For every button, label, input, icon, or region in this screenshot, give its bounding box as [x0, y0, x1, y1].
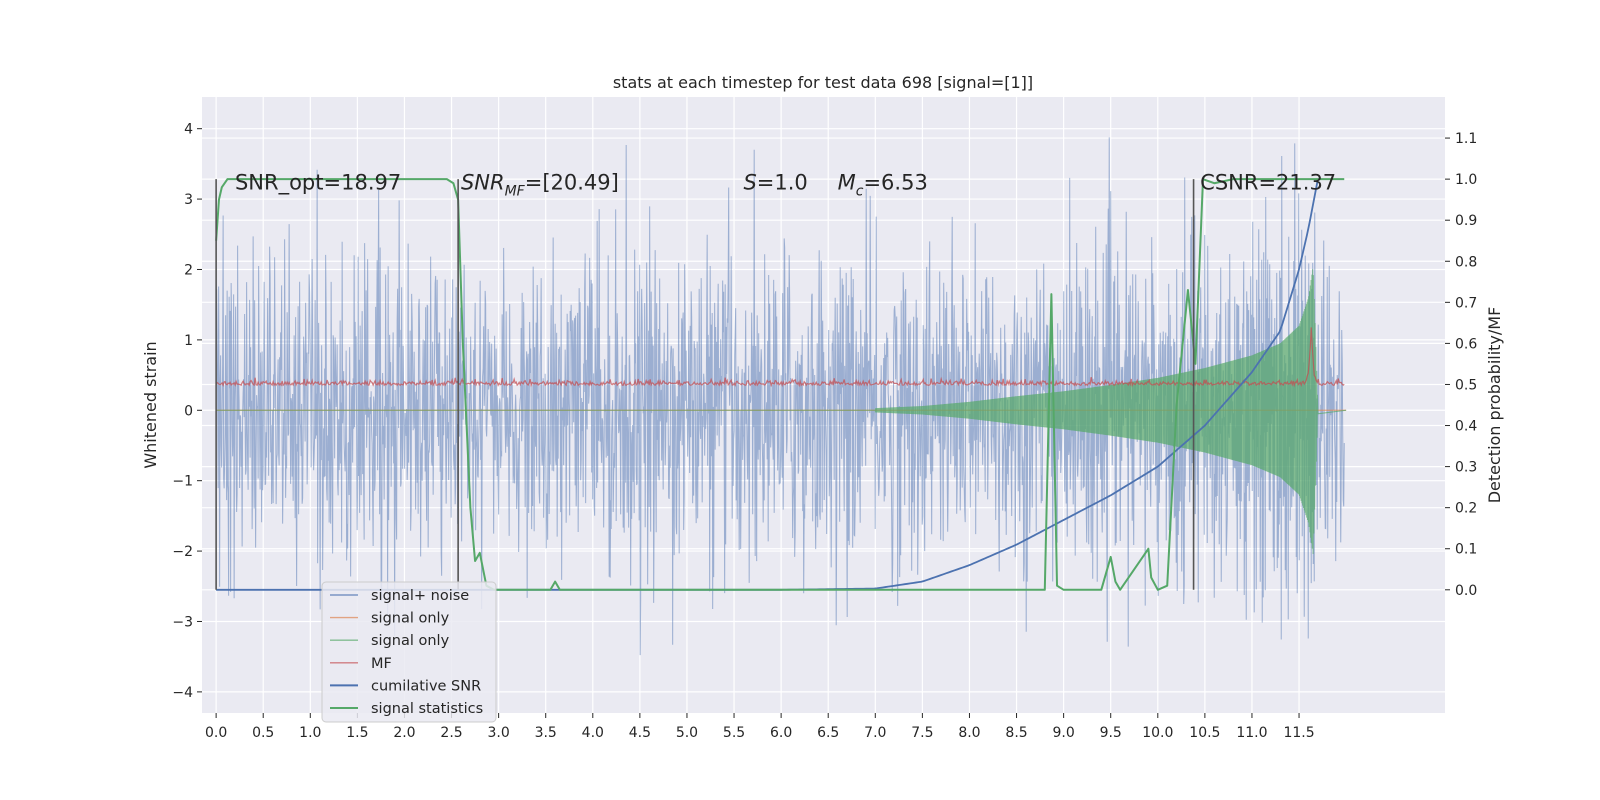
ticks: 0.0 0.5 1.0 1.5 2.0 2.5 3.0 3.5 4.0 4.5 5.0 5.5 6.0 6… — [172, 122, 1477, 741]
annotation: S=1.0 — [743, 170, 807, 194]
x-tick-label: 3.5 — [535, 725, 557, 741]
y-axis-label: Whitened strain — [141, 341, 160, 468]
x-tick-label: 0.5 — [252, 725, 274, 741]
x-tick-label: 6.0 — [770, 725, 792, 741]
legend-label: signal statistics — [371, 701, 483, 717]
legend-label: signal only — [371, 611, 450, 627]
y-tick-label: 0 — [184, 403, 193, 419]
x-tick-label: 9.5 — [1100, 725, 1122, 741]
annotation: SNR_opt=18.97 — [235, 170, 401, 195]
x-tick-label: 0.0 — [205, 725, 227, 741]
y-right-tick-label: 0.6 — [1455, 336, 1477, 352]
signal-statistics-line — [215, 178, 1345, 591]
signal-only-green-chirp — [874, 269, 1347, 554]
y-tick-label: 2 — [184, 262, 193, 278]
x-tick-label: 11.0 — [1236, 725, 1267, 741]
y-right-tick-label: 1.1 — [1455, 131, 1477, 147]
y-right-tick-label: 0.7 — [1455, 295, 1477, 311]
y-tick-label: 4 — [184, 122, 193, 138]
x-tick-label: 10.0 — [1142, 725, 1173, 741]
annotations: SNR_opt=18.97 SNRMF=[20.49] S=1.0 Mc=6.53 CS… — [235, 170, 1336, 199]
y-tick-label: −4 — [172, 685, 193, 701]
chart-title: stats at each timestep for test data 698… — [613, 73, 1033, 92]
y-right-tick-label: 0.8 — [1455, 254, 1477, 270]
x-tick-label: 8.0 — [958, 725, 980, 741]
y-right-tick-label: 1.0 — [1455, 172, 1477, 188]
x-tick-label: 5.5 — [723, 725, 745, 741]
legend: signal+ noise signal only signal only MF cum… — [321, 581, 497, 723]
legend-label: signal+ noise — [371, 588, 469, 604]
x-tick-label: 2.0 — [393, 725, 415, 741]
annotation: CSNR=21.37 — [1200, 170, 1336, 194]
mf-line — [215, 327, 1345, 388]
x-tick-label: 6.5 — [817, 725, 839, 741]
y-right-axis-label: Detection probability/MF — [1485, 307, 1504, 504]
y-right-tick-label: 0.1 — [1455, 542, 1477, 558]
legend-box — [321, 581, 497, 723]
vertical-lines — [215, 179, 1195, 590]
x-tick-label: 7.5 — [911, 725, 933, 741]
y-tick-label: −2 — [172, 544, 193, 560]
x-tick-label: 11.5 — [1283, 725, 1314, 741]
x-tick-label: 1.5 — [346, 725, 368, 741]
x-tick-label: 4.0 — [582, 725, 604, 741]
annotation: Mc=6.53 — [838, 170, 928, 199]
y-right-tick-label: 0.5 — [1455, 377, 1477, 393]
y-right-tick-label: 0.9 — [1455, 213, 1477, 229]
y-tick-label: 1 — [184, 333, 193, 349]
y-right-tick-label: 0.0 — [1455, 583, 1477, 599]
y-right-tick-label: 0.4 — [1455, 419, 1477, 435]
x-tick-label: 1.0 — [299, 725, 321, 741]
legend-label: cumilative SNR — [371, 678, 481, 694]
legend-label: MF — [371, 656, 392, 672]
y-tick-label: 3 — [184, 192, 193, 208]
y-right-tick-label: 0.3 — [1455, 460, 1477, 476]
x-tick-label: 2.5 — [440, 725, 462, 741]
legend-label: signal only — [371, 633, 450, 649]
x-tick-label: 3.0 — [487, 725, 509, 741]
x-tick-label: 7.0 — [864, 725, 886, 741]
x-tick-label: 5.0 — [676, 725, 698, 741]
x-tick-label: 8.5 — [1005, 725, 1027, 741]
x-tick-label: 10.5 — [1189, 725, 1220, 741]
y-tick-label: −1 — [172, 474, 193, 490]
x-tick-label: 4.5 — [629, 725, 651, 741]
y-right-tick-label: 0.2 — [1455, 501, 1477, 517]
annotation: SNRMF=[20.49] — [461, 170, 619, 199]
x-tick-label: 9.0 — [1052, 725, 1074, 741]
y-tick-label: −3 — [172, 614, 193, 630]
